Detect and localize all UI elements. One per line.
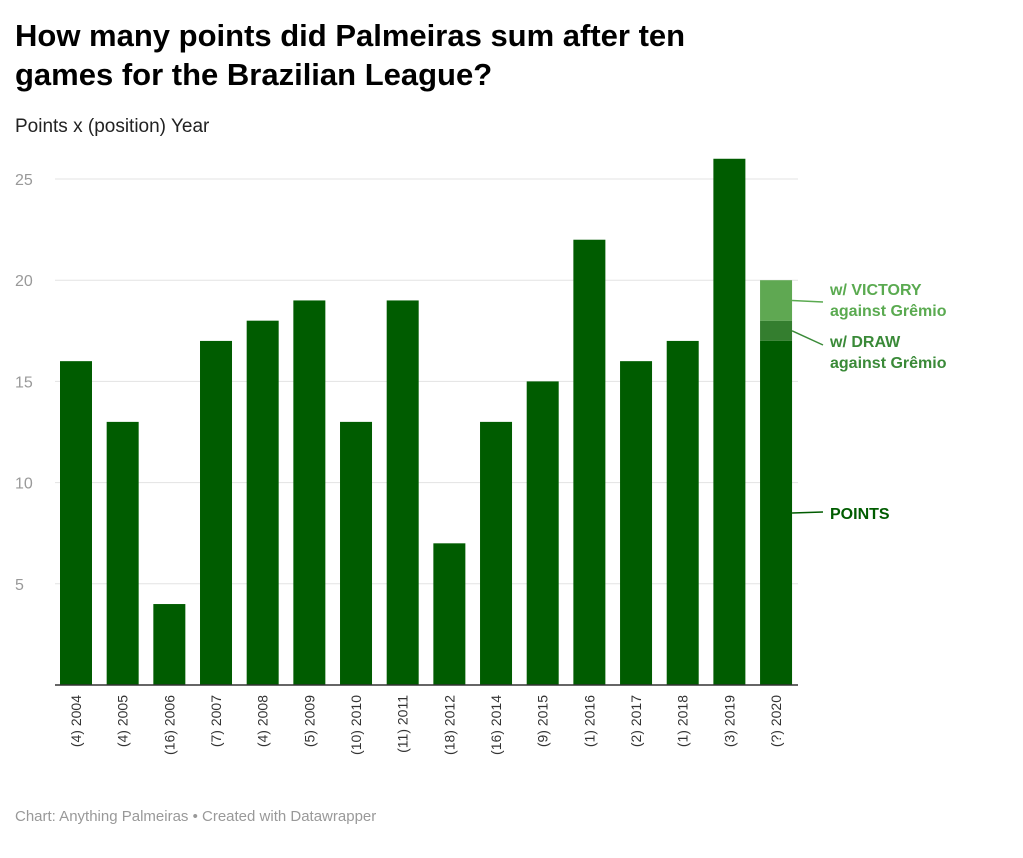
annotation-label: w/ VICTORY: [829, 282, 922, 299]
annotation-line: [792, 511, 824, 514]
x-tick-label: (4) 2005: [115, 695, 131, 747]
x-tick-label: (11) 2011: [395, 695, 411, 753]
chart-footer: Chart: Anything Palmeiras • Created with…: [15, 808, 377, 825]
bar: [433, 543, 466, 685]
x-tick-label: (4) 2008: [255, 695, 271, 747]
bar: [246, 320, 279, 685]
x-tick-label: (2) 2017: [628, 695, 644, 747]
bar: [200, 340, 233, 685]
bar: [386, 300, 419, 685]
bar: [480, 421, 513, 685]
x-tick-label: (10) 2010: [348, 695, 364, 755]
bar: [666, 340, 699, 685]
x-tick-label: (9) 2015: [535, 695, 551, 747]
annotation-label: against Grêmio: [830, 355, 947, 372]
x-tick-label: (1) 2018: [675, 695, 691, 747]
chart-subtitle: Points x (position) Year: [15, 116, 210, 137]
y-tick-label: 15: [15, 374, 33, 391]
y-tick-label: 25: [15, 172, 33, 189]
bar: [153, 604, 186, 685]
annotation-label: POINTS: [830, 506, 890, 523]
y-tick-label: 20: [15, 273, 33, 290]
x-tick-label: (18) 2012: [441, 695, 457, 755]
x-tick-label: (?) 2020: [768, 695, 784, 747]
chart-title: How many points did Palmeiras sum after …: [15, 18, 686, 92]
y-tick-label: 10: [15, 476, 33, 493]
bar: [526, 381, 559, 685]
bar: [573, 239, 606, 685]
bar: [760, 320, 793, 341]
bar: [106, 421, 139, 685]
annotation-label: w/ DRAW: [829, 334, 901, 351]
annotation-line: [791, 330, 824, 346]
x-tick-label: (3) 2019: [721, 695, 737, 747]
bar: [713, 158, 746, 685]
bar: [760, 280, 793, 321]
bar: [293, 300, 326, 685]
bar: [340, 421, 373, 685]
x-tick-label: (4) 2004: [68, 695, 84, 747]
annotation-line: [792, 299, 824, 303]
bar: [60, 361, 92, 685]
x-tick-label: (16) 2014: [488, 695, 504, 755]
x-tick-label: (16) 2006: [161, 695, 177, 755]
x-tick-label: (1) 2016: [581, 695, 597, 747]
y-tick-label: 5: [15, 577, 24, 594]
bar: [760, 340, 793, 685]
annotation-label: against Grêmio: [830, 303, 947, 320]
x-tick-label: (5) 2009: [301, 695, 317, 747]
bar: [620, 361, 653, 685]
x-tick-label: (7) 2007: [208, 695, 224, 747]
